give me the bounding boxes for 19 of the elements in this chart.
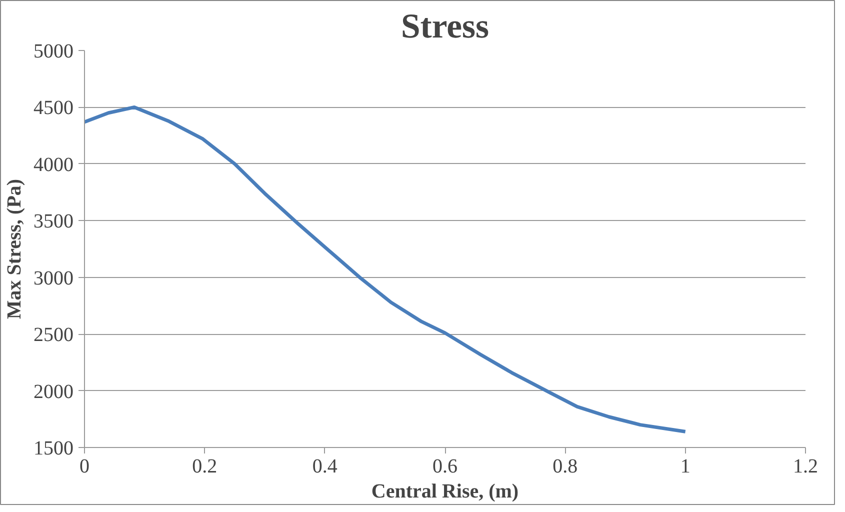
y-tick-label: 2000 bbox=[34, 380, 74, 403]
y-tick-label: 4500 bbox=[34, 97, 74, 120]
x-tick-label: 0.2 bbox=[192, 456, 218, 478]
y-tick-label: 3000 bbox=[34, 267, 74, 290]
line-series bbox=[84, 105, 688, 434]
x-tick-label: 1 bbox=[680, 456, 690, 478]
y-axis-title: Max Stress, (Pa) bbox=[4, 178, 26, 320]
x-tick-label: 0 bbox=[80, 456, 90, 478]
y-tick-label: 3500 bbox=[34, 210, 74, 233]
y-tick-label: 1500 bbox=[34, 438, 74, 460]
chart-title: Stress bbox=[401, 8, 489, 46]
y-tick-label: 2500 bbox=[34, 324, 74, 346]
x-axis-title: Central Rise, (m) bbox=[371, 480, 519, 502]
x-tick-label: 1.2 bbox=[793, 456, 818, 478]
x-tick-label: 0.6 bbox=[432, 456, 458, 478]
y-tick-label: 4000 bbox=[34, 154, 74, 176]
x-tick-label: 0.8 bbox=[552, 456, 578, 478]
x-tick-label: 0.4 bbox=[312, 456, 338, 478]
y-tick-label: 5000 bbox=[34, 40, 74, 62]
